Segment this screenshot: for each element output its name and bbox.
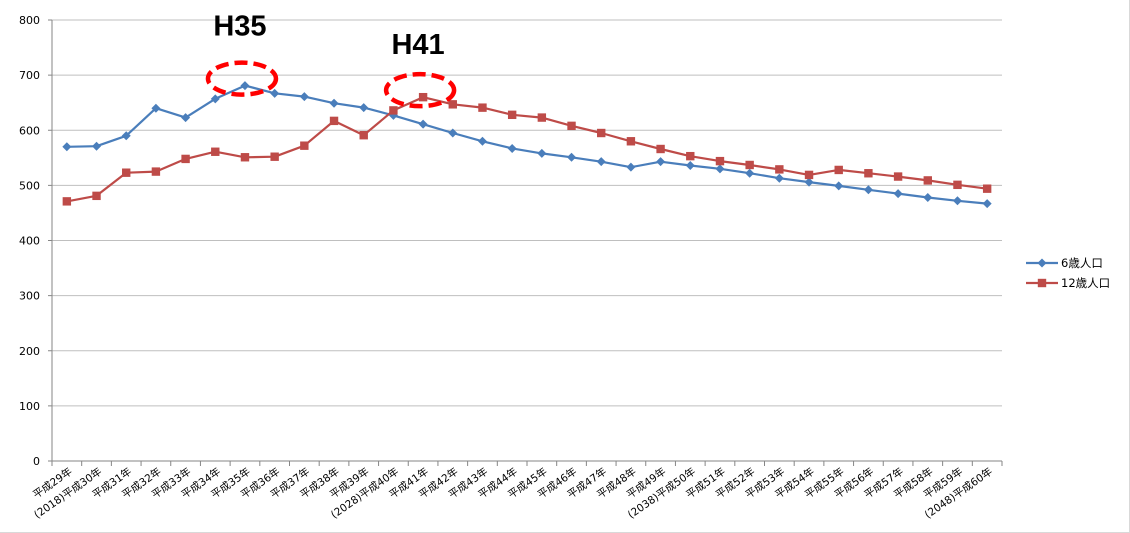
data-point [626, 137, 636, 146]
data-point [122, 168, 131, 177]
data-point [418, 119, 428, 129]
data-point [478, 103, 487, 112]
data-point [952, 196, 962, 206]
data-point [863, 185, 873, 195]
data-point [92, 191, 101, 201]
data-point [270, 88, 280, 98]
legend-label: 6歳人口 [1061, 256, 1103, 270]
data-point [240, 153, 250, 162]
data-point [121, 131, 131, 141]
data-point [715, 164, 725, 174]
data-point [329, 116, 339, 126]
data-point [597, 128, 606, 138]
data-point [151, 167, 161, 176]
data-point [151, 103, 161, 113]
annotation-label: H35 [213, 11, 266, 43]
data-point [982, 199, 992, 209]
data-point [389, 106, 398, 115]
y-tick-label: 300 [19, 290, 40, 303]
data-point [685, 161, 695, 171]
series-line-1 [66, 84, 988, 205]
data-point [270, 152, 279, 161]
data-point [893, 189, 903, 199]
data-point [893, 172, 903, 181]
legend-label: 12歳人口 [1061, 276, 1110, 290]
data-point [448, 100, 457, 109]
y-tick-label: 700 [19, 69, 40, 82]
legend-marker [1037, 258, 1047, 268]
legend-marker [1037, 278, 1047, 288]
y-tick-label: 500 [19, 179, 40, 192]
data-point [507, 110, 517, 120]
data-point [181, 154, 190, 164]
y-tick-label: 100 [19, 400, 40, 413]
data-point [953, 180, 962, 190]
data-point [62, 142, 72, 152]
data-point [656, 157, 666, 167]
data-point [477, 136, 487, 146]
annotation-label: H41 [391, 29, 444, 61]
data-point [715, 156, 725, 166]
y-tick-label: 0 [33, 455, 40, 468]
highlight-ellipse [383, 71, 457, 109]
series-line-2 [66, 96, 988, 203]
data-point [62, 197, 72, 206]
data-point [775, 165, 784, 174]
data-point [923, 193, 933, 203]
data-point [181, 113, 191, 123]
data-point [418, 92, 428, 102]
data-point [923, 176, 932, 185]
y-tick-label: 200 [19, 345, 40, 358]
data-point [299, 92, 309, 102]
data-point [745, 160, 754, 170]
data-point [507, 143, 517, 153]
data-point [774, 173, 784, 183]
data-point [567, 152, 577, 162]
data-point [300, 141, 309, 150]
data-point [537, 148, 547, 158]
data-point [745, 168, 755, 178]
y-tick-label: 600 [19, 124, 40, 137]
data-point [210, 94, 220, 104]
data-point [596, 157, 606, 167]
data-point [686, 151, 695, 161]
data-point [804, 170, 814, 180]
data-point [834, 181, 844, 191]
data-point [211, 147, 220, 156]
data-point [982, 184, 992, 193]
data-point [626, 162, 636, 172]
data-point [359, 103, 369, 113]
y-tick-label: 800 [19, 14, 40, 27]
data-point [448, 128, 458, 138]
data-point [804, 177, 814, 187]
highlight-ellipse [205, 60, 279, 97]
y-tick-label: 400 [19, 235, 40, 248]
data-point [864, 169, 873, 178]
data-point [92, 141, 102, 151]
data-point [567, 121, 576, 131]
data-point [834, 165, 843, 175]
data-point [359, 131, 368, 140]
data-point [656, 144, 665, 154]
data-point [537, 113, 547, 122]
data-point [329, 98, 339, 108]
data-point [240, 81, 250, 91]
